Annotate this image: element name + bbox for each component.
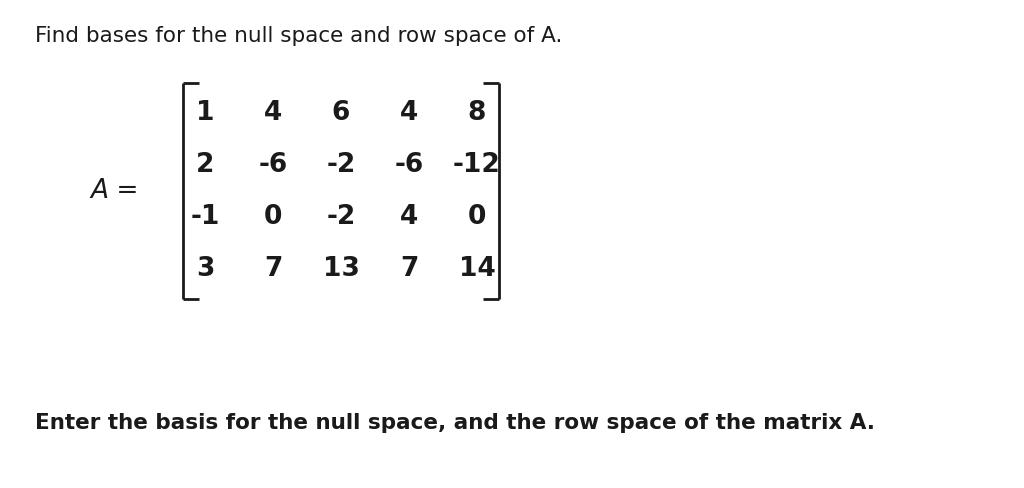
Text: 7: 7	[399, 256, 418, 282]
Text: 8: 8	[468, 100, 486, 126]
Text: 4: 4	[264, 100, 283, 126]
Text: Find bases for the null space and row space of A.: Find bases for the null space and row sp…	[35, 26, 562, 46]
Text: 6: 6	[332, 100, 350, 126]
Text: -6: -6	[394, 152, 424, 178]
Text: 0: 0	[468, 204, 486, 230]
Text: 14: 14	[459, 256, 496, 282]
Text: A =: A =	[91, 178, 139, 204]
Text: 4: 4	[400, 100, 418, 126]
Text: -6: -6	[258, 152, 288, 178]
Text: -2: -2	[327, 152, 355, 178]
Text: 1: 1	[196, 100, 214, 126]
Text: 0: 0	[264, 204, 283, 230]
Text: -1: -1	[190, 204, 220, 230]
Text: 13: 13	[323, 256, 359, 282]
Text: 4: 4	[400, 204, 418, 230]
Text: 7: 7	[264, 256, 283, 282]
Text: -2: -2	[327, 204, 355, 230]
Text: Enter the basis for the null space, and the row space of the matrix A.: Enter the basis for the null space, and …	[35, 413, 874, 433]
Text: 2: 2	[196, 152, 214, 178]
Text: -12: -12	[454, 152, 501, 178]
Text: 3: 3	[196, 256, 214, 282]
